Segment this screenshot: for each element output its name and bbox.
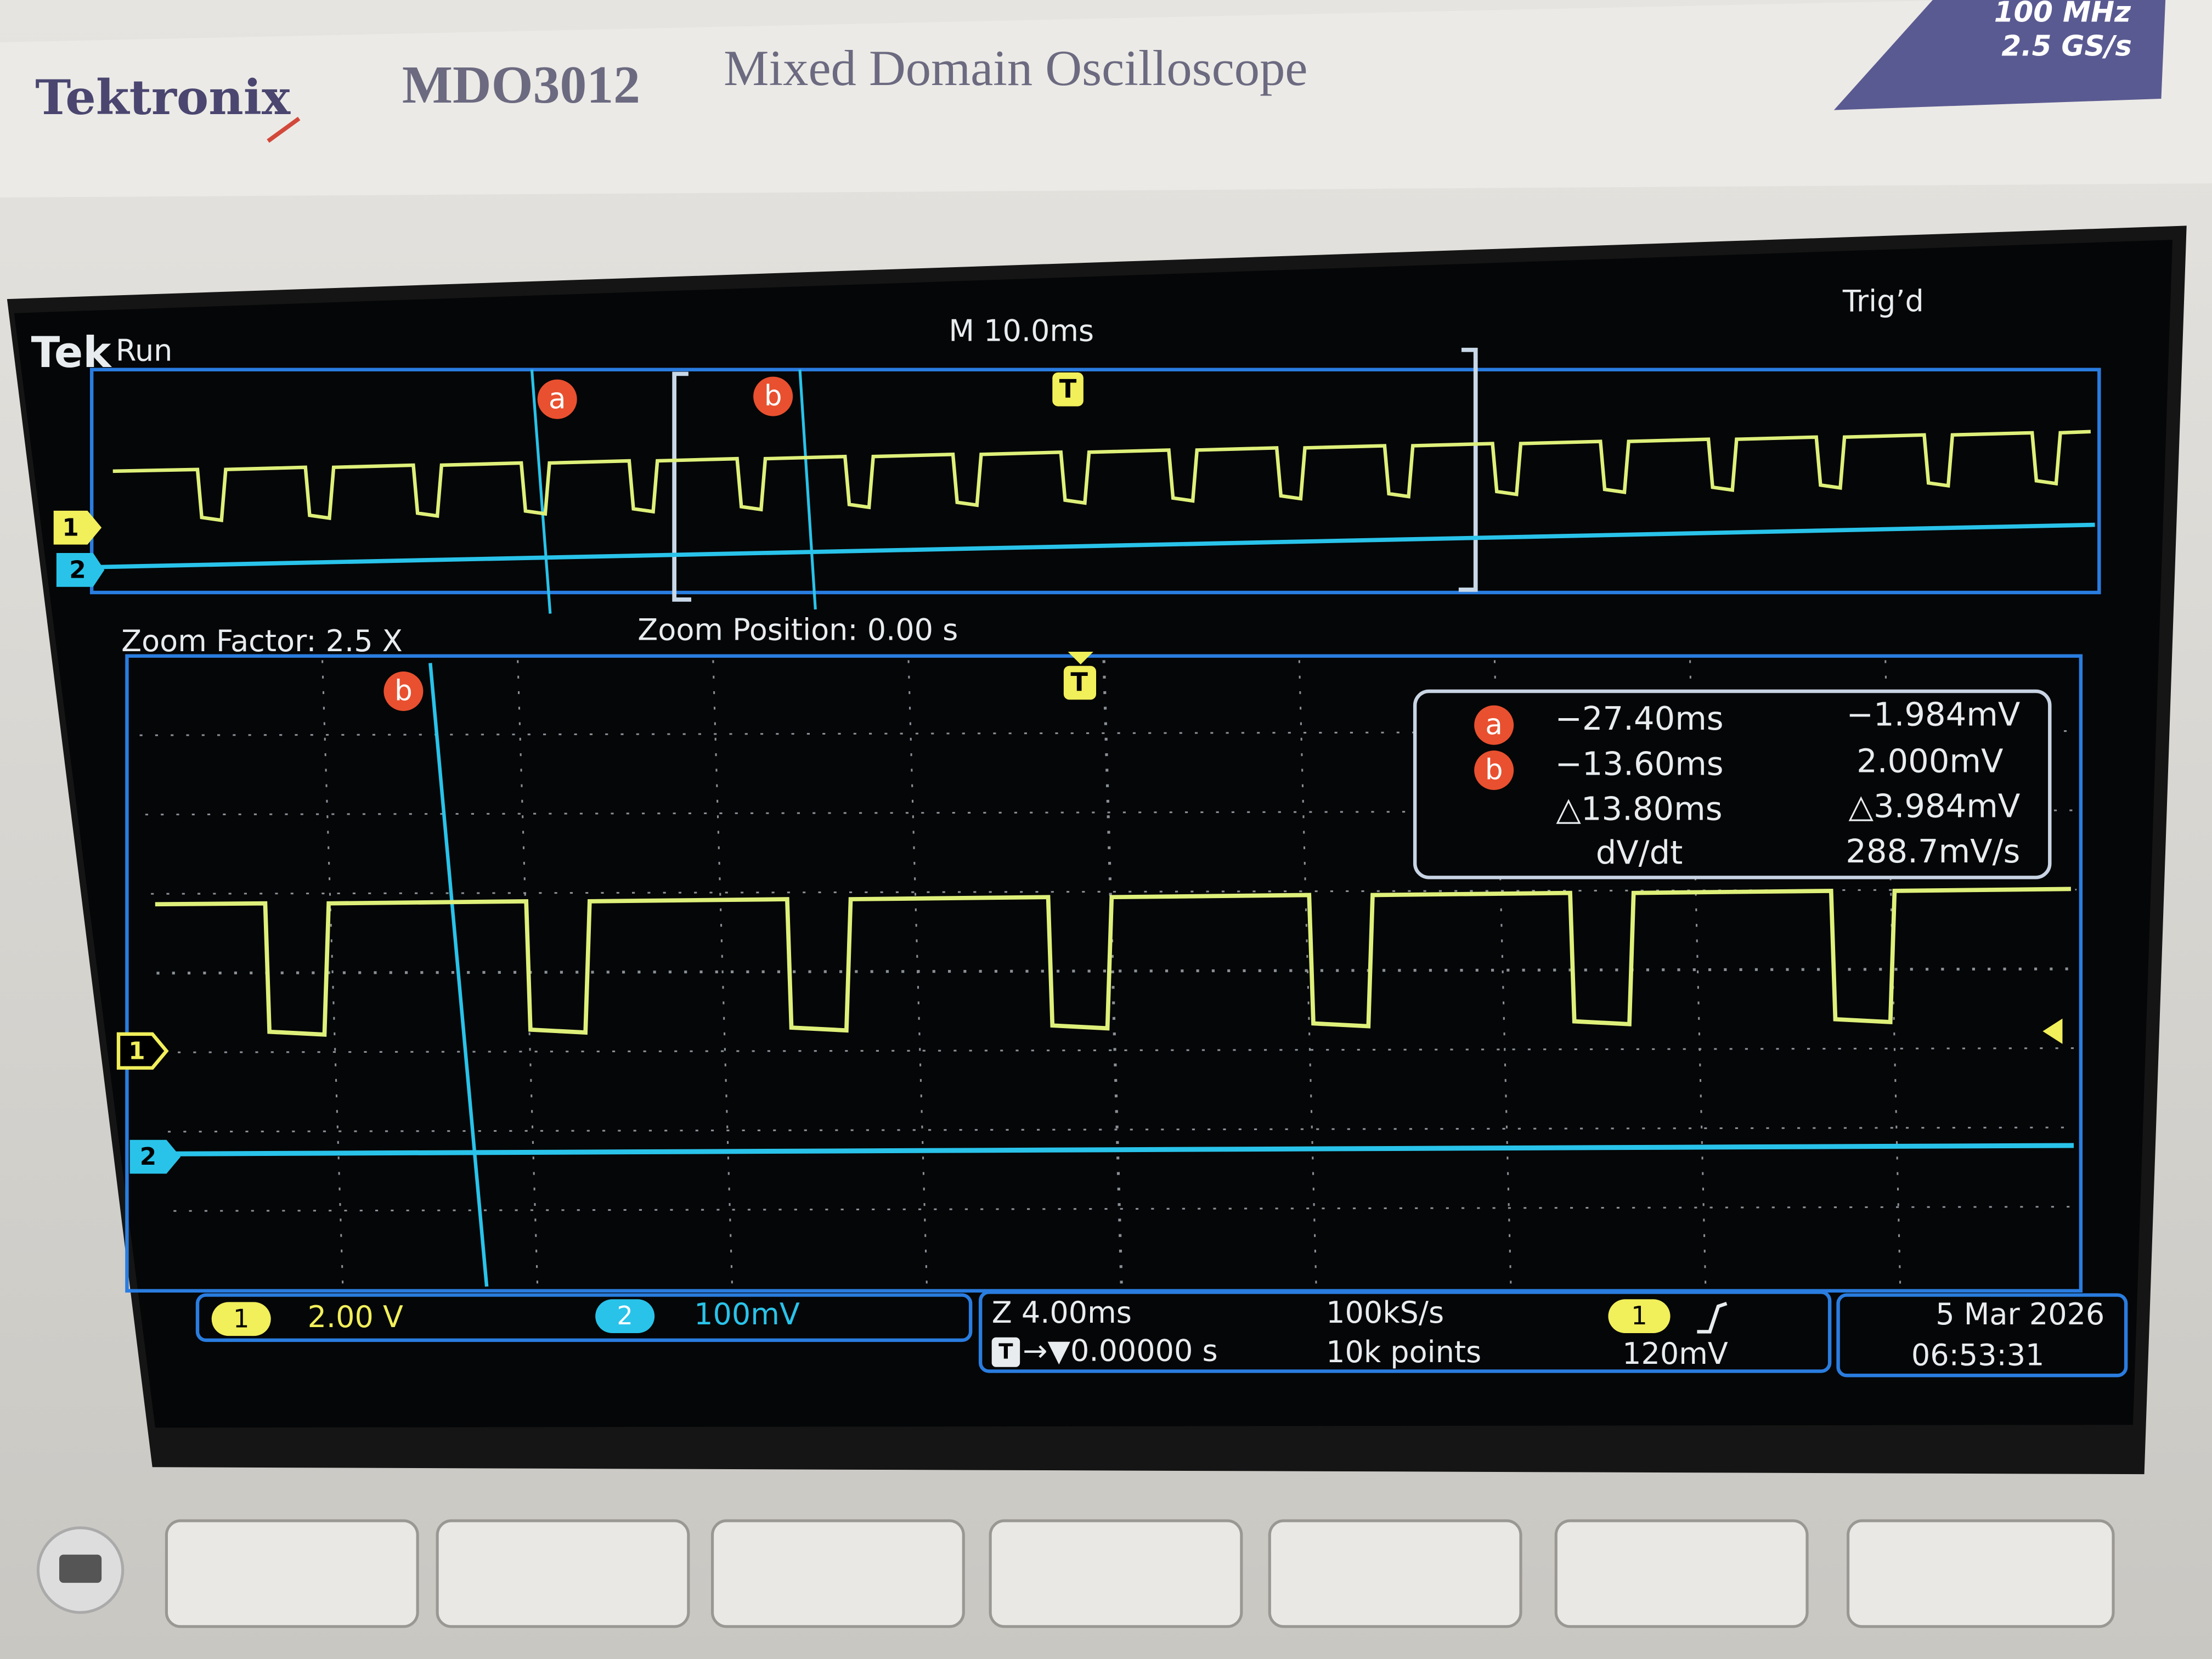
- ch1-marker-badge: [53, 510, 102, 545]
- spec-badge: [1833, 0, 2166, 110]
- trigger-badge-zoom: [1063, 665, 1096, 700]
- readout-slope: 288.7mV/s: [1846, 832, 2020, 870]
- cursor-b-label: b: [764, 380, 782, 413]
- zoom-position: Zoom Position: 0.00 s: [637, 613, 958, 647]
- soft-key[interactable]: [989, 1519, 1243, 1628]
- readout-a-time: −27.40ms: [1555, 699, 1723, 737]
- cursor-a-badge: [537, 379, 577, 419]
- zoom-scale: Z 4.00ms: [992, 1295, 1132, 1330]
- ch1-badge-label: 1: [233, 1304, 249, 1333]
- ch2-marker-zoom-label: 2: [140, 1143, 156, 1171]
- cursor-a-line: [530, 369, 552, 614]
- soft-key[interactable]: [1268, 1519, 1522, 1628]
- bezel-buttons: [36, 1519, 2115, 1628]
- readout-delta-voltage: △3.984mV: [1849, 787, 2021, 825]
- cursor-b-label-zoom: b: [394, 675, 413, 708]
- readout-slope-label: dV/dt: [1596, 833, 1683, 871]
- timebase: M 10.0ms: [949, 313, 1094, 348]
- soft-key[interactable]: [711, 1519, 965, 1628]
- soft-key[interactable]: [436, 1519, 690, 1628]
- status-bar: 1 2.00 V 2 100mV Z 4.00ms T →▼0.00000 s …: [195, 1290, 2128, 1378]
- trigger-pointer: [1068, 652, 1093, 665]
- ch2-marker-zoom: [129, 1139, 181, 1174]
- grid-line-h: [151, 888, 2077, 895]
- trigger-badge: [1052, 372, 1084, 407]
- cursor-b-line-zoom: [428, 663, 489, 1287]
- product-name: Mixed Domain Oscilloscope: [724, 41, 1307, 97]
- overview-window: a b T 1 2: [53, 347, 2101, 614]
- readout-a-label: a: [1485, 708, 1503, 741]
- trigger-state: Trig’d: [1842, 284, 1924, 318]
- sample-rate: 100kS/s: [1326, 1295, 1444, 1330]
- ch2-marker-label: 2: [69, 556, 86, 584]
- trigger-slope-icon: [1697, 1301, 1728, 1334]
- readout-b-voltage: 2.000mV: [1857, 742, 2003, 780]
- zoom-bracket: [672, 347, 1478, 602]
- readout-a-voltage: −1.984mV: [1846, 695, 2020, 733]
- spec-sample-rate: 2.5 GS/s: [2001, 30, 2132, 63]
- model: MDO3012: [402, 55, 640, 115]
- screen: [14, 240, 2172, 1428]
- trigger-label: T: [1059, 374, 1077, 404]
- brand: Tektronix: [35, 69, 291, 126]
- trigger-source: 1: [1631, 1301, 1647, 1330]
- ch2-scale: 100mV: [694, 1297, 800, 1331]
- ch1-marker-zoom: [116, 1032, 169, 1070]
- acq-status: Run: [116, 333, 173, 368]
- grid-line-h: [156, 967, 2077, 975]
- ch2-trace-overview: [95, 522, 2095, 569]
- readout-delta-time: △13.80ms: [1556, 790, 1722, 828]
- readout-box: [1413, 689, 2052, 879]
- trigger-position-icon: T: [998, 1340, 1013, 1364]
- brand-accent: [267, 116, 301, 143]
- zoom-factor: Zoom Factor: 2.5 X: [121, 624, 403, 658]
- trigger-position-badge: [991, 1337, 1020, 1367]
- ch1-trace: [155, 887, 2071, 1037]
- cursor-b-line: [798, 369, 817, 610]
- spec-bandwidth: 100 MHz: [1994, 0, 2131, 29]
- trigger-position: →▼0.00000 s: [1023, 1334, 1217, 1368]
- ch1-trace-overview: [112, 430, 2091, 523]
- trigger-level-arrow: [2042, 1018, 2063, 1044]
- cursor-b-badge-zoom: [383, 672, 424, 711]
- overview-border: [89, 368, 2101, 595]
- readout-b-badge: [1474, 751, 1514, 790]
- datetime-box: [1836, 1293, 2128, 1378]
- readout-a-badge: [1474, 705, 1514, 745]
- ch1-badge: [211, 1302, 271, 1336]
- readout-b-label: b: [1485, 754, 1503, 787]
- cursor-readout: a −27.40ms −1.984mV b −13.60ms 2.000mV △…: [1413, 689, 2052, 879]
- cursor-a-label: a: [549, 382, 566, 415]
- soft-key[interactable]: [165, 1519, 419, 1628]
- ch1-marker-zoom-label: 1: [128, 1037, 145, 1065]
- record-length: 10k points: [1326, 1335, 1481, 1369]
- ch2-trace: [155, 1143, 2074, 1156]
- ch2-badge-label: 2: [617, 1301, 633, 1330]
- readout-b-time: −13.60ms: [1555, 744, 1723, 782]
- ch1-scale: 2.00 V: [308, 1300, 403, 1334]
- trigger-level: 120mV: [1622, 1336, 1728, 1371]
- date: 5 Mar 2026: [1936, 1297, 2104, 1331]
- soft-key[interactable]: [1847, 1519, 2115, 1628]
- print-icon: [59, 1554, 102, 1583]
- channel-box: [195, 1293, 973, 1342]
- time: 06:53:31: [1911, 1338, 2045, 1372]
- horizontal-box: [978, 1290, 1832, 1373]
- top-panel: [0, 0, 2212, 198]
- ch2-badge: [595, 1299, 655, 1333]
- soft-key[interactable]: [1554, 1519, 1809, 1628]
- ch2-marker-badge: [56, 553, 105, 587]
- cursor-b-badge: [753, 376, 793, 416]
- trigger-source-badge: [1608, 1299, 1671, 1333]
- ch1-marker-label: 1: [62, 514, 78, 541]
- trigger-label-zoom: T: [1070, 668, 1088, 697]
